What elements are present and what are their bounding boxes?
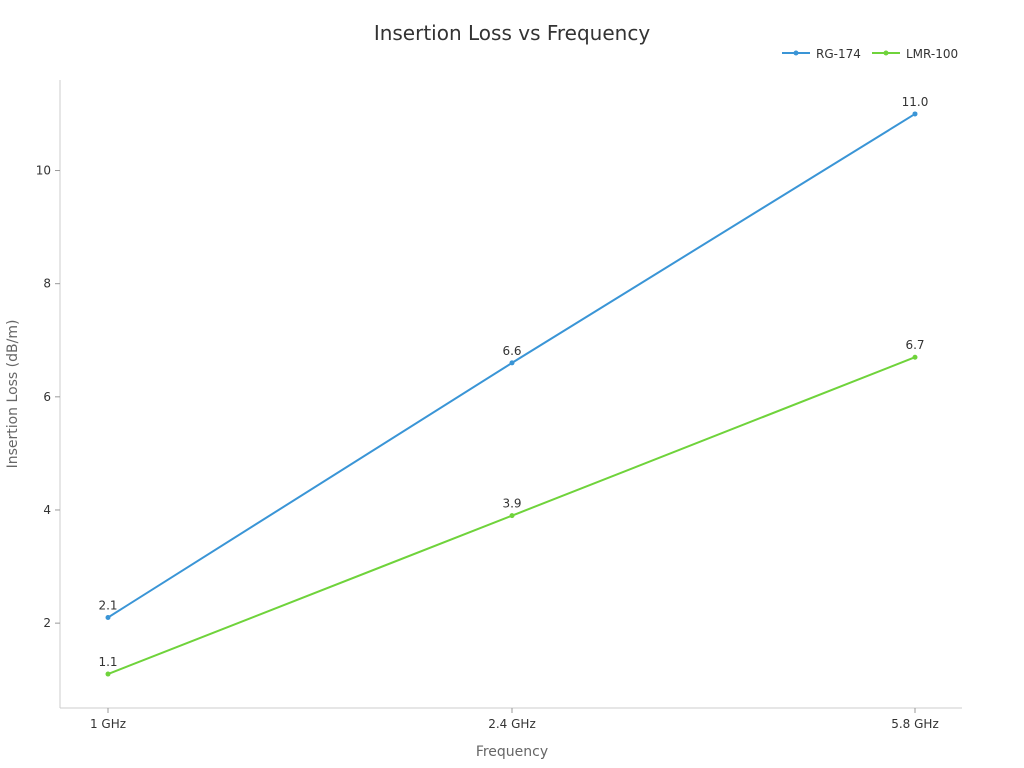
y-tick-label: 2 bbox=[43, 616, 51, 630]
data-point bbox=[912, 111, 918, 117]
x-axis-title: Frequency bbox=[476, 744, 548, 760]
legend-swatch-marker bbox=[883, 50, 889, 56]
legend-label: RG-174 bbox=[816, 47, 861, 61]
data-label: 11.0 bbox=[902, 95, 929, 109]
data-point bbox=[105, 614, 111, 620]
data-label: 6.7 bbox=[905, 338, 924, 352]
y-axis-title: Insertion Loss (dB/m) bbox=[5, 320, 21, 469]
data-label: 2.1 bbox=[98, 598, 117, 612]
chart-title: Insertion Loss vs Frequency bbox=[374, 21, 651, 45]
data-label: 6.6 bbox=[502, 344, 521, 358]
data-label: 1.1 bbox=[98, 655, 117, 669]
x-tick-label: 2.4 GHz bbox=[488, 717, 536, 731]
plot-series: 2.1 6.6 11.0 1.1 3.9 6.7 bbox=[98, 95, 928, 677]
x-tick-label: 5.8 GHz bbox=[891, 717, 939, 731]
x-tick-label: 1 GHz bbox=[90, 717, 126, 731]
y-axis-ticks: 2 4 6 8 10 bbox=[36, 164, 60, 630]
legend-label: LMR-100 bbox=[906, 47, 958, 61]
data-point bbox=[509, 513, 515, 519]
data-point bbox=[912, 354, 918, 360]
y-tick-label: 6 bbox=[43, 390, 51, 404]
data-point bbox=[105, 671, 111, 677]
series-lmr-100: 1.1 3.9 6.7 bbox=[98, 338, 925, 677]
legend-swatch-marker bbox=[793, 50, 799, 56]
legend-item: RG-174 bbox=[782, 47, 861, 61]
series-rg-174: 2.1 6.6 11.0 bbox=[98, 95, 928, 620]
y-tick-label: 4 bbox=[43, 503, 51, 517]
axes: 2 4 6 8 10 1 GHz 2.4 GHz 5.8 GHz bbox=[36, 80, 962, 731]
data-label: 3.9 bbox=[502, 497, 521, 511]
legend-item: LMR-100 bbox=[872, 47, 958, 61]
x-axis-ticks: 1 GHz 2.4 GHz 5.8 GHz bbox=[90, 708, 939, 731]
y-tick-label: 8 bbox=[43, 277, 51, 291]
data-point bbox=[509, 360, 515, 366]
legend: RG-174 LMR-100 bbox=[782, 47, 958, 61]
y-tick-label: 10 bbox=[36, 164, 51, 178]
series-line bbox=[107, 113, 916, 619]
